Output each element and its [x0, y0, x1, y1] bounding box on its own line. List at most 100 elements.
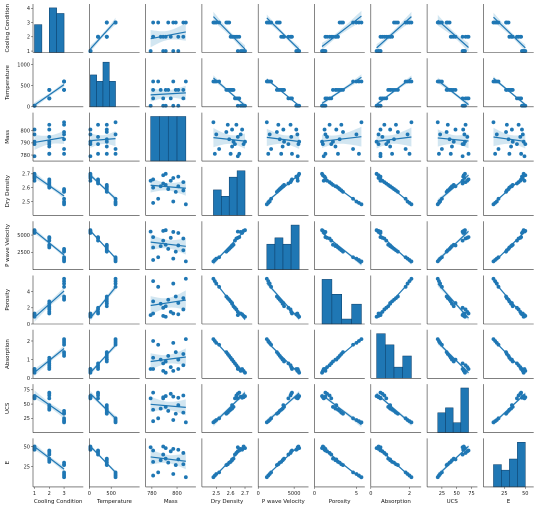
scatter-point	[460, 142, 465, 147]
scatter-point	[161, 238, 166, 243]
scatter-point	[450, 144, 454, 149]
scatter-point	[181, 462, 186, 467]
x-tick-label: 25	[501, 491, 507, 497]
x-tick-label: 25	[439, 491, 445, 497]
scatter-point	[435, 276, 440, 281]
scatter-point	[181, 180, 186, 185]
scatter-point	[435, 259, 440, 264]
scatter-point	[181, 96, 186, 101]
scatter-point	[378, 151, 383, 156]
regression-line	[89, 344, 116, 374]
scatter-point	[295, 311, 300, 316]
scatter-point	[496, 147, 501, 151]
regression-line	[150, 456, 186, 462]
scatter-point	[104, 249, 109, 254]
scatter-point	[516, 122, 521, 127]
scatter-point	[463, 451, 468, 455]
scatter-point	[176, 34, 181, 39]
scatter-point	[491, 202, 496, 207]
cell-3-4	[257, 166, 309, 216]
scatter-point	[171, 256, 176, 261]
scatter-point	[173, 294, 178, 299]
scatter-point	[158, 244, 163, 249]
scatter-point	[322, 127, 327, 132]
scatter-point	[168, 235, 173, 240]
scatter-point	[504, 130, 508, 134]
scatter-point	[47, 127, 52, 132]
scatter-point	[32, 154, 37, 159]
regression-line	[89, 286, 117, 319]
scatter-point	[151, 20, 156, 25]
x-tick-label: 2.5	[212, 491, 220, 497]
y-tick-label: 2500	[17, 250, 30, 256]
regression-line	[437, 174, 469, 202]
scatter-point	[521, 171, 526, 176]
cell-4-8	[483, 221, 534, 271]
scatter-point	[388, 127, 393, 132]
scatter-point	[357, 151, 361, 156]
scatter-point	[264, 20, 269, 25]
x-tick-label: 2.7	[241, 491, 249, 497]
scatter-point	[181, 352, 186, 356]
scatter-point	[329, 396, 334, 401]
cell-6-8	[483, 329, 534, 379]
scatter-point	[453, 88, 458, 92]
regression-line	[212, 229, 246, 264]
x-tick-label: 800	[172, 491, 182, 497]
scatter-point	[181, 34, 186, 39]
scatter-point	[113, 202, 118, 207]
scatter-point	[286, 142, 291, 147]
scatter-point	[62, 88, 66, 92]
hist-bar	[167, 116, 178, 162]
scatter-point	[151, 88, 156, 92]
cell-0-3	[201, 4, 253, 53]
scatter-point	[62, 350, 66, 355]
scatter-point	[211, 20, 216, 25]
scatter-point	[341, 411, 345, 416]
cell-5-4	[257, 275, 309, 325]
scatter-point	[395, 130, 400, 134]
cell-6-6	[370, 329, 422, 379]
cell-8-0: 1 2 3 Cooling Condition 25 50 E	[5, 438, 84, 505]
scatter-point	[380, 134, 385, 139]
scatter-point	[264, 120, 269, 125]
regression-line	[266, 136, 300, 143]
regression-line	[493, 393, 526, 424]
scatter-point	[96, 151, 100, 156]
y-tick-label: 1	[27, 49, 30, 55]
scatter-point	[171, 368, 176, 373]
scatter-point	[491, 79, 496, 84]
scatter-point	[168, 178, 173, 183]
cell-3-0: 2.5 2.6 2.7 Dry Density	[5, 166, 84, 216]
scatter-point	[515, 142, 519, 147]
regression-line	[266, 282, 300, 320]
x-tick-label: 0	[369, 491, 372, 497]
scatter-point	[269, 147, 274, 151]
scatter-point	[171, 176, 176, 180]
y-axis-label: Porosity	[5, 288, 11, 311]
regression-line	[212, 392, 246, 425]
scatter-point	[163, 49, 168, 53]
scatter-point	[148, 396, 153, 401]
scatter-point	[171, 281, 176, 286]
x-tick-label: 2	[408, 491, 411, 497]
scatter-point	[376, 49, 381, 53]
scatter-point	[295, 49, 300, 53]
scatter-point	[334, 88, 339, 92]
scatter-point	[294, 127, 299, 132]
scatter-point	[510, 243, 514, 248]
scatter-point	[461, 127, 466, 132]
scatter-point	[463, 96, 468, 101]
scatter-point	[173, 463, 178, 467]
scatter-point	[238, 49, 243, 53]
scatter-point	[494, 132, 499, 137]
y-tick-label: 25	[24, 464, 30, 470]
scatter-point	[181, 236, 186, 241]
scatter-point	[510, 139, 515, 144]
scatter-point	[62, 294, 66, 299]
scatter-point	[176, 357, 181, 362]
scatter-point	[163, 314, 168, 319]
regression-line	[34, 446, 65, 470]
scatter-point	[325, 134, 329, 139]
scatter-point	[171, 20, 176, 25]
